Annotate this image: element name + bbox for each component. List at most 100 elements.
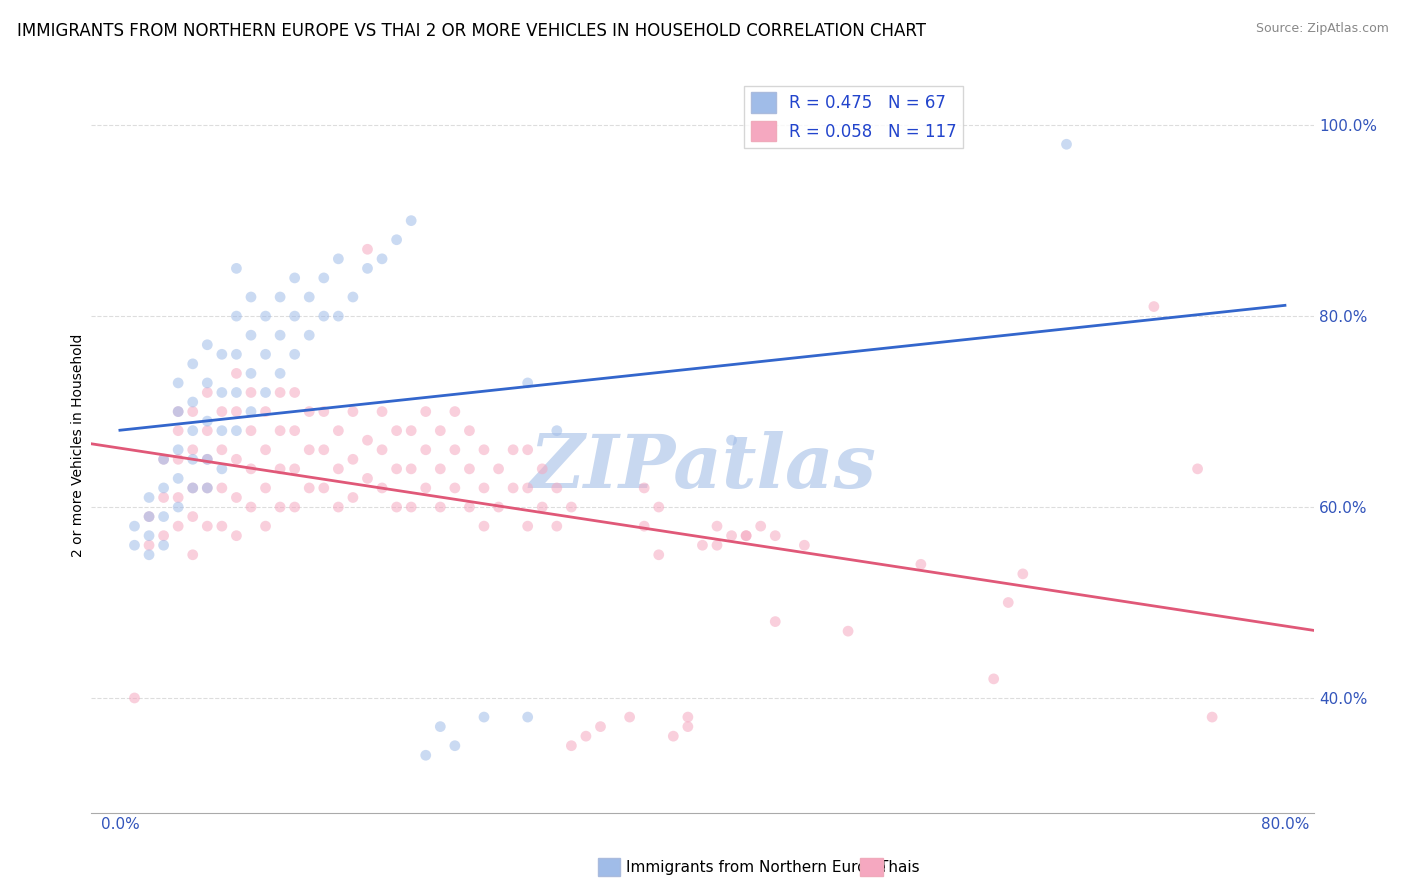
Point [399,424,422,438]
Point [298,328,321,343]
Point [676,710,699,724]
Point [225,367,247,381]
Point [254,442,277,457]
Point [181,357,204,371]
Point [706,519,728,533]
Point [385,462,408,476]
Point [371,442,394,457]
Point [284,309,307,323]
Point [225,529,247,543]
Point [720,434,742,448]
Point [195,452,218,467]
Point [211,404,233,418]
Point [181,424,204,438]
Point [181,548,204,562]
Point [211,442,233,457]
Point [371,404,394,418]
Point [211,347,233,361]
Point [546,519,568,533]
Point [1201,710,1223,724]
Point [516,519,538,533]
Point [211,424,233,438]
Point [444,404,467,418]
Point [472,710,495,724]
Text: Thais: Thais [879,860,920,874]
Point [298,290,321,304]
Point [225,385,247,400]
Point [195,414,218,428]
Point [589,720,612,734]
Point [269,462,291,476]
Point [633,519,655,533]
Point [240,290,263,304]
Point [328,252,350,266]
Point [983,672,1005,686]
Point [429,500,451,514]
Point [195,481,218,495]
Point [415,442,437,457]
Point [429,424,451,438]
Point [152,452,174,467]
Point [342,404,364,418]
Point [633,481,655,495]
Point [138,529,160,543]
Point [195,337,218,351]
Point [181,442,204,457]
Point [763,529,786,543]
Point [269,500,291,514]
Point [284,500,307,514]
Point [254,309,277,323]
Point [167,376,190,390]
Point [225,404,247,418]
Point [472,442,495,457]
Point [342,290,364,304]
Point [298,442,321,457]
Point [254,481,277,495]
Point [560,500,582,514]
Point [240,328,263,343]
Point [195,385,218,400]
Point [181,481,204,495]
Point [488,462,510,476]
Point [152,509,174,524]
Point [516,481,538,495]
Point [415,748,437,763]
Point [356,242,378,256]
Point [356,434,378,448]
Point [284,424,307,438]
Point [225,424,247,438]
Point [619,710,641,724]
Point [138,509,160,524]
Point [269,290,291,304]
Point [167,452,190,467]
Point [1187,462,1209,476]
Point [648,500,671,514]
Point [240,404,263,418]
Point [181,452,204,467]
Point [1056,137,1078,152]
Point [458,500,481,514]
Point [516,710,538,724]
Point [312,271,335,285]
Point [472,481,495,495]
Point [211,462,233,476]
Point [575,729,598,743]
Point [1011,566,1033,581]
Point [298,481,321,495]
Point [284,347,307,361]
Point [312,481,335,495]
Point [167,500,190,514]
Point [356,261,378,276]
Point [269,424,291,438]
Legend: R = 0.475   N = 67, R = 0.058   N = 117: R = 0.475 N = 67, R = 0.058 N = 117 [744,86,963,148]
Point [254,347,277,361]
Point [531,462,554,476]
Point [356,471,378,485]
Point [328,500,350,514]
Point [342,491,364,505]
Point [167,471,190,485]
Point [516,442,538,457]
Text: ZIPatlas: ZIPatlas [529,431,876,503]
Point [415,404,437,418]
Point [152,491,174,505]
